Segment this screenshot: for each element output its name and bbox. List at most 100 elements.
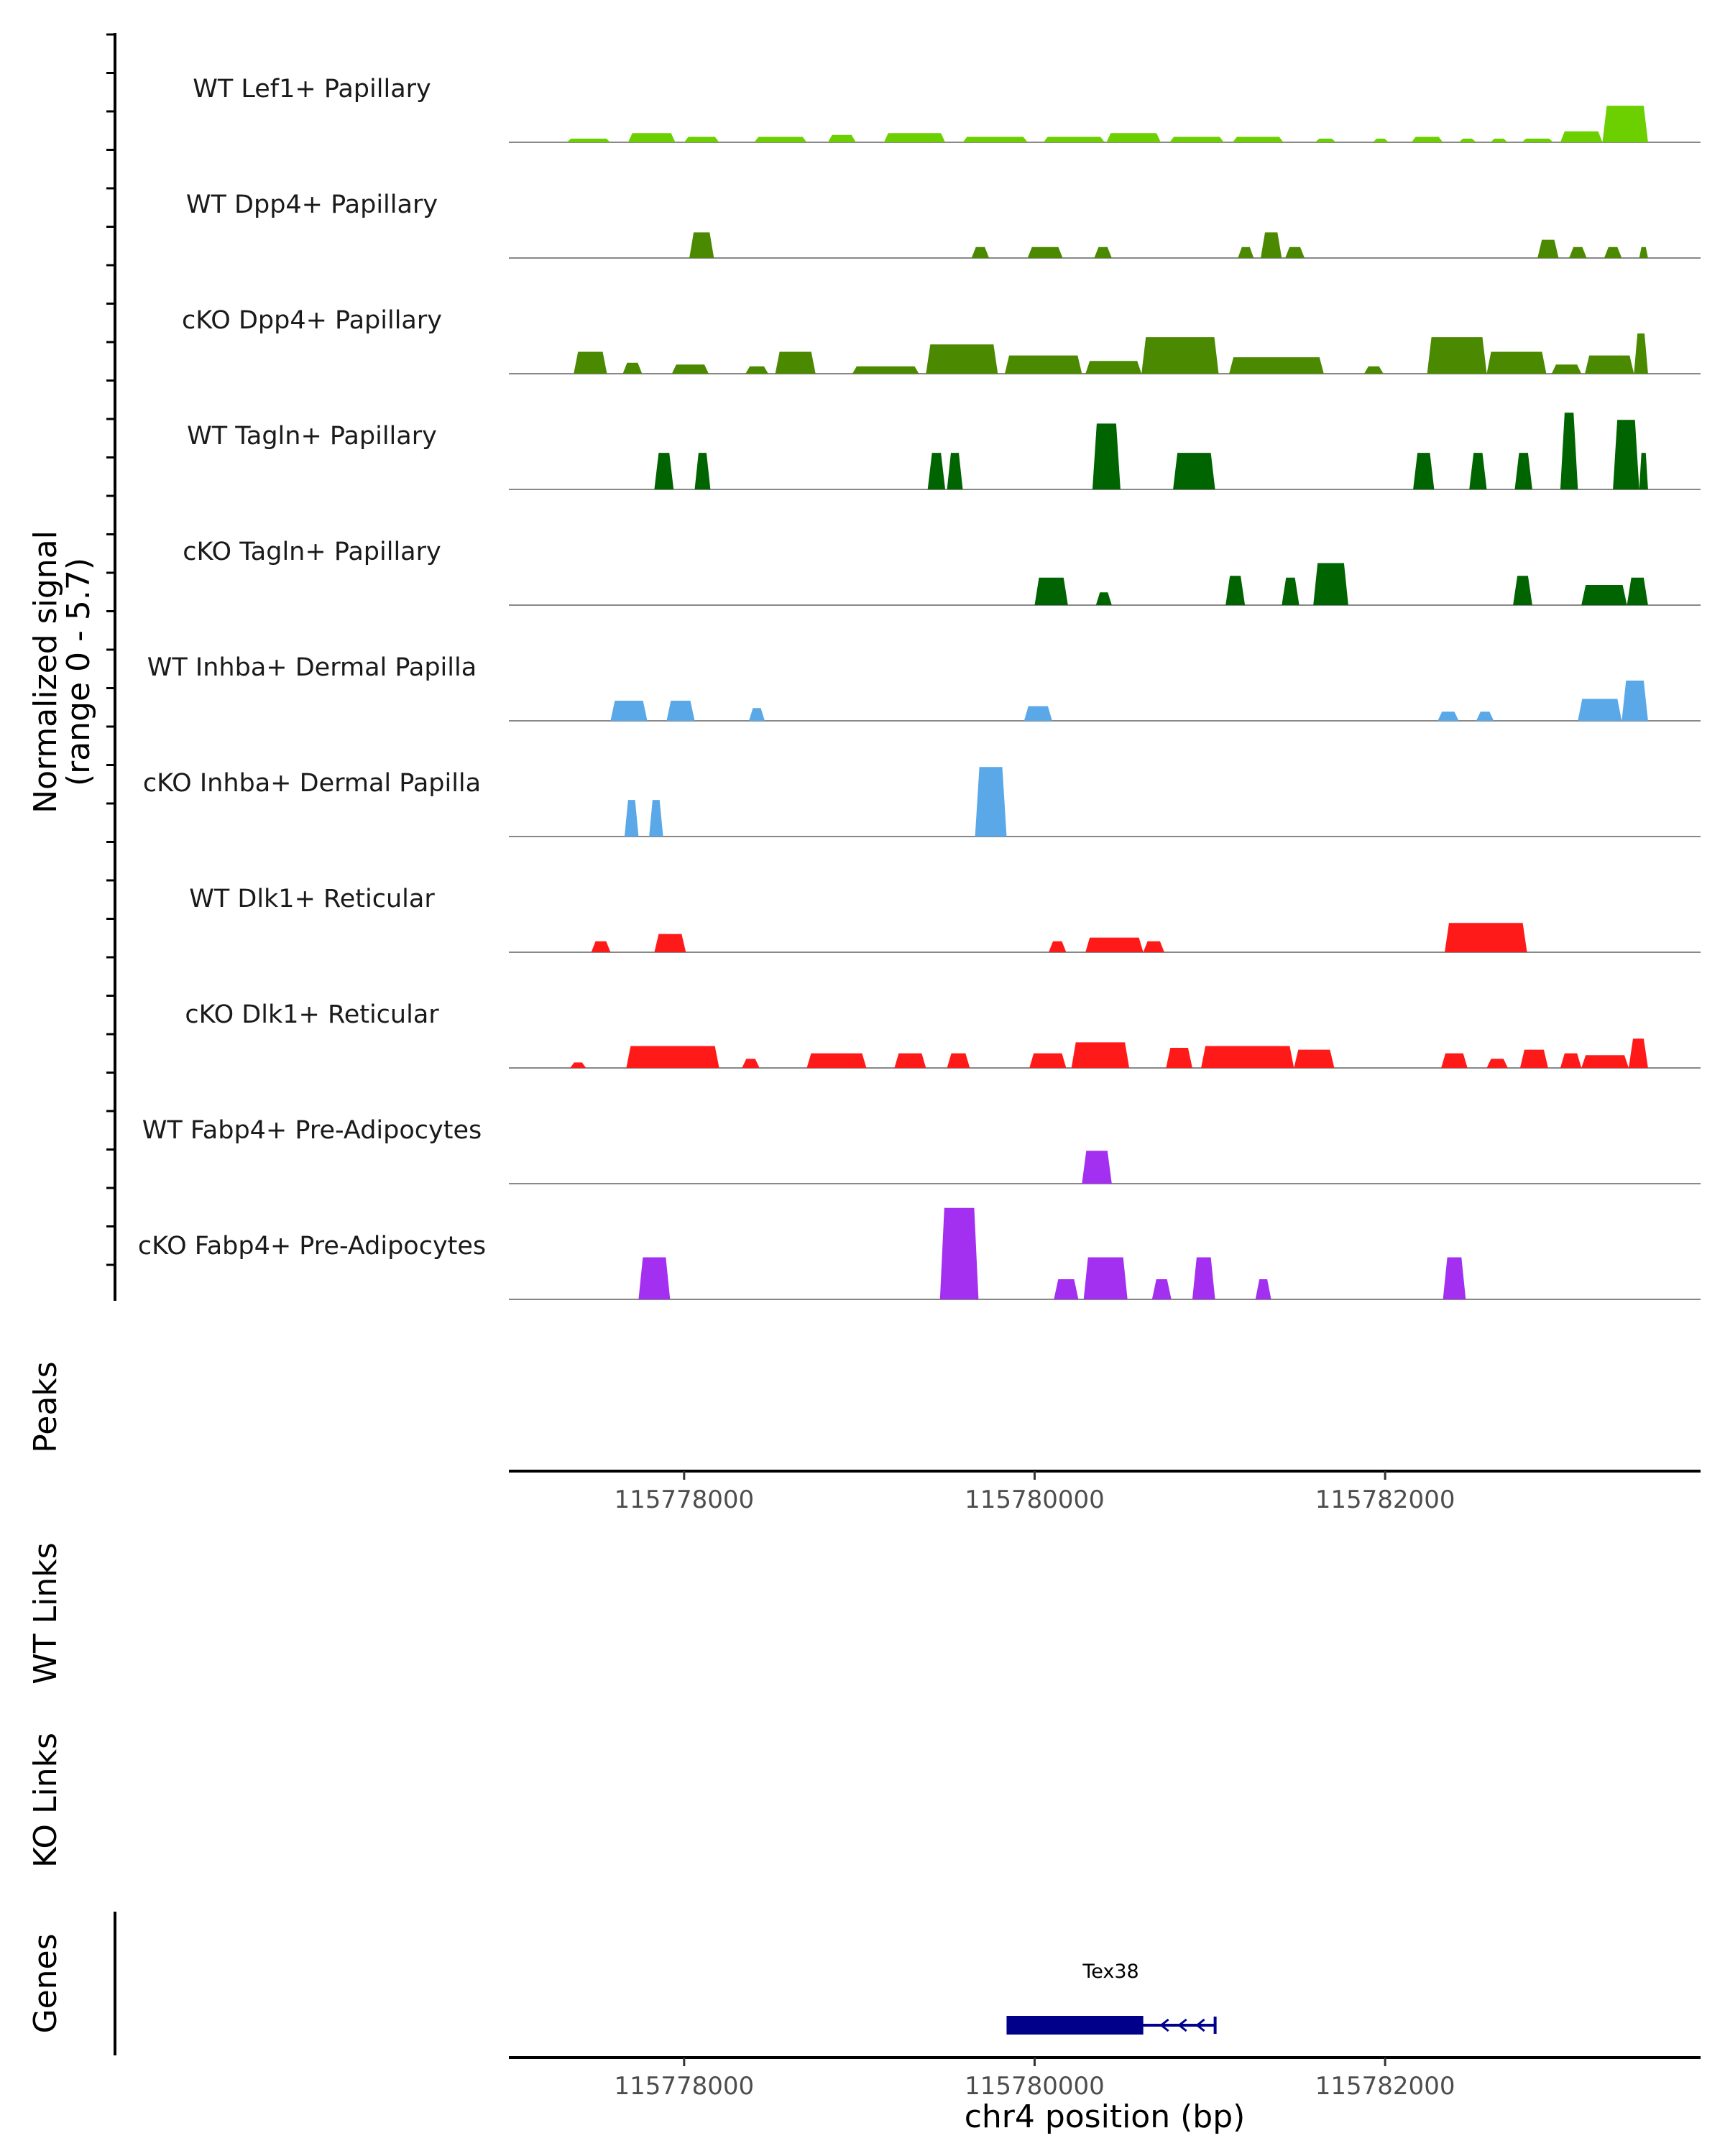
signal-peak [1622,681,1648,721]
ko-links-panel-label: KO Links [27,1733,64,1868]
x-tick-label: 115782000 [1315,2072,1455,2101]
signal-peak [1034,577,1068,605]
signal-peak [1106,133,1161,142]
signal-peak [1095,592,1112,605]
signal-peak [1083,1257,1128,1299]
x-tick-label: 115780000 [965,2072,1105,2101]
signal-peak [1585,355,1634,374]
signal-peak [1225,576,1246,605]
signal-peak [626,1046,719,1068]
signal-peak [1486,351,1547,374]
signal-peak [1519,1049,1548,1068]
signal-peak [806,1053,867,1068]
signal-peak [1604,247,1622,258]
signal-tracks: WT Lef1+ Papillary WT Dpp4+ Papillary cKO … [138,75,1701,1300]
signal-peak [1411,137,1443,142]
signal-peak [1438,711,1459,721]
signal-peak [1151,1279,1172,1299]
signal-peak [570,1062,586,1068]
signal-peak [1029,1053,1067,1068]
x-tick-label: 115778000 [614,1485,754,1514]
gene-exon-block [1006,2016,1144,2035]
signal-peak [1201,1046,1294,1068]
signal-peak [926,344,998,374]
signal-peak [1627,577,1648,605]
signal-peak [1513,576,1532,605]
signal-peak [1085,361,1142,374]
signal-peak [622,362,643,374]
track-7: WT Dlk1+ Reticular [189,885,1701,953]
signal-peak [975,767,1007,837]
signal-peak [1085,937,1144,952]
track-9: WT Fabp4+ Pre-Adipocytes [142,1116,1701,1184]
strand-arrow [1159,2018,1169,2032]
track-label: WT Fabp4+ Pre-Adipocytes [142,1116,482,1145]
track-label: WT Inhba+ Dermal Papilla [147,653,477,682]
signal-peak [1238,247,1254,258]
signal-peak [1537,239,1559,258]
track-label: cKO Dlk1+ Reticular [185,1000,439,1029]
track-6: cKO Inhba+ Dermal Papilla [143,767,1701,837]
genes-panel-label: Genes [27,1933,64,2033]
peaks-panel-label: Peaks [27,1361,64,1452]
signal-axis-ticks [106,33,115,1266]
signal-peak [883,133,946,142]
track-5: WT Inhba+ Dermal Papilla [147,653,1701,722]
signal-peak [1476,711,1494,721]
signal-peak [1613,420,1639,489]
signal-peak [742,1059,760,1068]
signal-peak [1469,453,1487,489]
y-axis-subtitle: (range 0 - 5.7) [60,558,97,786]
signal-peak [1522,138,1554,142]
signal-peak [1233,137,1284,142]
signal-peak [654,453,674,489]
signal-peak [654,934,686,952]
signal-peak [745,366,768,374]
signal-peak [1445,923,1527,952]
signal-peak [1141,337,1219,374]
signal-peak [1294,1049,1335,1068]
gene-label: Tex38 [1082,1961,1138,1983]
signal-peak [1027,247,1063,258]
signal-peak [1092,423,1121,489]
signal-peak [852,366,919,374]
signal-peak [1629,1038,1648,1068]
signal-peak [1373,138,1389,142]
signal-peak [1581,585,1627,605]
signal-peak [1315,138,1336,142]
signal-peak [1634,333,1648,374]
signal-peak [927,453,946,489]
signal-peak [1602,106,1648,142]
signal-peak [694,453,711,489]
signal-peak [754,137,807,142]
y-axis-title: Normalized signal [27,530,64,814]
track-label: WT Dpp4+ Papillary [186,190,438,219]
signal-peak [1024,706,1052,721]
track-4: cKO Tagln+ Papillary [183,538,1701,606]
signal-peak [1427,337,1487,374]
signal-peak [1285,247,1305,258]
signal-peak [827,134,856,142]
signal-peak [1560,413,1578,489]
signal-peak [947,453,963,489]
track-3: WT Tagln+ Papillary [187,413,1701,490]
x-axis-title: chr4 position (bp) [965,2099,1246,2135]
signal-peak [1094,247,1112,258]
signal-peak [566,138,611,142]
x-tick-label: 115780000 [965,1485,1105,1514]
track-1: WT Dpp4+ Papillary [186,190,1701,259]
signal-peak [1486,1059,1508,1068]
signal-peak [624,800,639,837]
genes-x-axis-ticks: 115778000 115780000 115782000 [614,2058,1455,2101]
signal-peak [1443,1257,1466,1299]
signal-peak [1229,357,1324,374]
strand-arrow [1195,2018,1205,2032]
signal-peak [1441,1053,1468,1068]
track-label: cKO Tagln+ Papillary [183,538,441,566]
signal-peak [1082,1151,1112,1184]
signal-peak [1282,577,1300,605]
signal-peak [1560,131,1603,142]
signal-peak [1043,137,1105,142]
signal-peak [1005,355,1082,374]
x-tick-label: 115778000 [614,2072,754,2101]
